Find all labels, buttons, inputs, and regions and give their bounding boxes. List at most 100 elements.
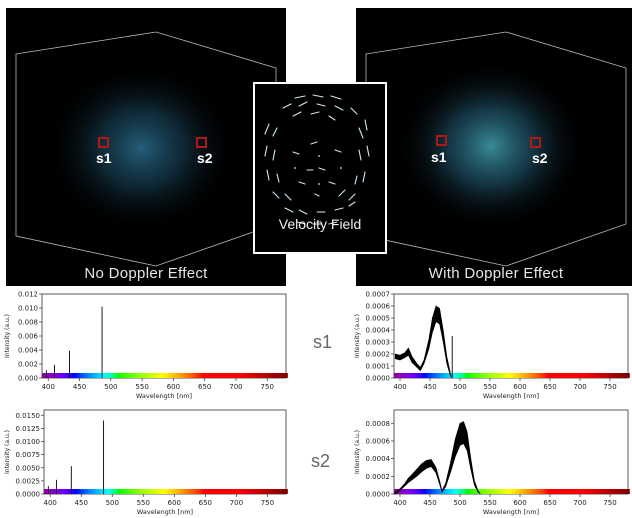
spectrum-strip-segment [506, 373, 510, 378]
spectrum-strip-segment [454, 373, 457, 378]
spectrum-strip-segment [574, 489, 577, 494]
chart-s2-doppler: 0.0000 0.0002 0.0004 0.0006 0.0008 400 450 500 5… [354, 409, 630, 516]
spectrum-strip-segment [482, 373, 486, 378]
y-tick-label: 0.006 [18, 333, 39, 341]
spectrum-strip-segment [122, 373, 126, 378]
spectrum-strip-segment [282, 489, 286, 494]
spectrum-strip-segment [209, 373, 213, 378]
spectrum-strip-segment [528, 373, 532, 378]
spectrum-strip-segment [619, 489, 623, 494]
x-tick-label: 400 [393, 499, 406, 507]
spectrum-strip-segment [559, 373, 563, 378]
y-tick-label: 0.0002 [366, 351, 391, 359]
spectrum-strip-segment [132, 373, 136, 378]
spectrum-strip-segment [478, 489, 481, 494]
x-tick-label: 500 [453, 383, 466, 391]
x-tick-label: 500 [104, 383, 117, 391]
spectrum-strip-segment [225, 489, 229, 494]
spectrum-strip-segment [71, 489, 75, 494]
x-tick-label: 550 [483, 499, 496, 507]
plot-frame [41, 293, 287, 379]
spectrum-strip-segment [262, 373, 266, 378]
no-doppler-panel: s1 s2 No Doppler Effect [6, 8, 286, 286]
spectrum-strip-segment [528, 489, 532, 494]
spectrum-strip-segment [47, 373, 51, 378]
spectrum-strip-segment [195, 489, 199, 494]
x-tick-label: 700 [573, 383, 586, 391]
spectrum-strip-segment [42, 373, 46, 378]
y-tick-label: 0.010 [18, 305, 38, 313]
spectrum-strip-segment [64, 373, 68, 378]
spectrum-strip-segment [120, 489, 125, 494]
spectrum-strip-segment [624, 373, 628, 378]
sample-box-s1 [436, 135, 447, 146]
spectrum-strip-segment [607, 373, 611, 378]
no-doppler-caption: No Doppler Effect [84, 265, 208, 282]
doppler-render [365, 31, 627, 267]
spectrum-strip-segment [499, 373, 503, 378]
spectrum-strip-segment [427, 489, 431, 494]
x-axis-label: Wavelength [nm] [137, 508, 193, 516]
spectrum-strip-segment [590, 489, 594, 494]
x-tick-label: 750 [603, 499, 616, 507]
spectrum-strip-segment [511, 373, 515, 378]
spectrum-strip-segment [535, 373, 539, 378]
spectrum-strip-segment [396, 373, 400, 378]
spectrum-strip-segment [262, 489, 266, 494]
spectrum-strip-segment [425, 489, 429, 494]
spectrum-strip-segment [449, 489, 453, 494]
spectrum-strip-segment [217, 373, 221, 378]
spectrum-strip-segment [89, 373, 93, 378]
spectrum-strip-segment [470, 373, 474, 378]
spectrum-strip-segment [446, 489, 450, 494]
spectrum-strip-segment [202, 373, 206, 378]
spectrum-strip-segment [588, 373, 592, 378]
spectrum-strip-segment [104, 373, 108, 378]
spectrum-strip-segment [514, 489, 517, 494]
x-axis-label: Wavelength [nm] [483, 392, 539, 400]
spectrum-strip-segment [237, 489, 241, 494]
spectrum-strip-segment [401, 489, 405, 494]
spectrum-strip-segment [96, 489, 100, 494]
x-axis-label: Wavelength [nm] [483, 508, 539, 516]
spectrum-strip-segment [160, 489, 164, 494]
x-tick-label: 700 [229, 383, 242, 391]
spectrum-strip-segment [487, 373, 491, 378]
spectrum-strip-segment [267, 489, 271, 494]
spectrum-strip-segment [562, 489, 565, 494]
spectrum-strip-segment [497, 373, 501, 378]
y-tick-label: 0.0003 [366, 339, 391, 347]
spectrum-strip-segment [545, 373, 549, 378]
spectrum-strip-segment [588, 489, 592, 494]
spectrum-strip-segment [590, 373, 594, 378]
spectrum-strip-segment [133, 489, 137, 494]
spectrum-strip-segment [492, 489, 496, 494]
spectrum-strip-segment [610, 373, 613, 378]
x-tick-label: 550 [483, 383, 496, 391]
spectrum-strip-segment [581, 373, 585, 378]
spectrum-strip-segment [234, 373, 238, 378]
spectrum-strip-segment [143, 489, 147, 494]
spectrum-strip-segment [239, 373, 243, 378]
spectrum-strip-segment [451, 373, 455, 378]
spectrum-strip-segment [480, 373, 484, 378]
spectrum-strip-segment [142, 373, 146, 378]
spectrum-strip-segment [279, 373, 283, 378]
spectrum-strip-segment [101, 489, 105, 494]
spectrum-strip-segment [458, 489, 462, 494]
spectrum-strip-segment [52, 373, 56, 378]
spectrum-strip-segment [595, 489, 599, 494]
spectrum-strip-segment [259, 489, 264, 494]
spectrum-strip-segment [88, 489, 92, 494]
spectrum-strip-segment [410, 373, 414, 378]
spectrum-strip-segment [439, 489, 443, 494]
spectrum-strip-segment [458, 373, 462, 378]
spectrum-strip-segment [557, 373, 561, 378]
spectrum-strip-segment [167, 373, 171, 378]
spectrum-strip-segment [87, 373, 91, 378]
spectrum-strip-segment [408, 373, 412, 378]
y-tick-label: 0.0006 [366, 437, 391, 445]
spectrum-strip-segment [413, 373, 417, 378]
x-tick-label: 650 [543, 499, 556, 507]
spectrum-strip-segment [446, 373, 450, 378]
